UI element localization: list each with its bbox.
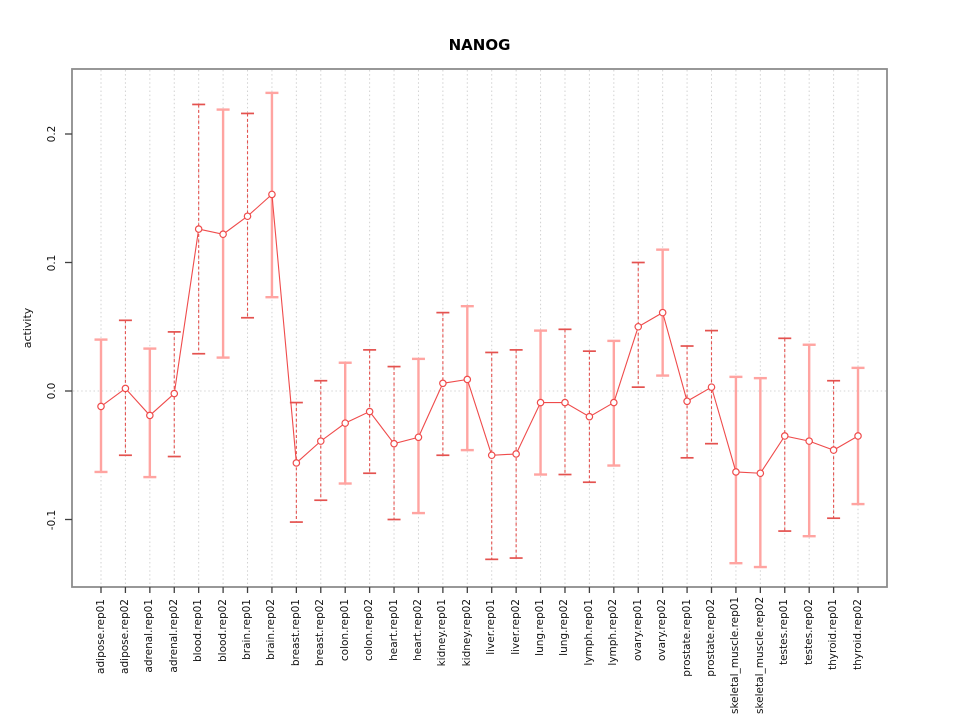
x-tick-label: blood.rep01 <box>192 599 205 663</box>
x-tick-label: adrenal.rep02 <box>167 599 180 673</box>
x-tick-label: lung.rep01 <box>534 599 547 656</box>
x-tick-label: testes.rep01 <box>778 599 791 666</box>
x-tick-label: prostate.rep01 <box>680 599 693 677</box>
x-tick-label: skeletal_muscle.rep01 <box>729 596 742 714</box>
x-tick-label: thyroid.rep01 <box>827 599 840 670</box>
x-tick-label: ovary.rep02 <box>656 599 669 662</box>
y-tick-label: 0.0 <box>46 382 58 400</box>
x-tick-label: liver.rep01 <box>485 599 498 655</box>
x-tick-label: heart.rep02 <box>411 599 424 661</box>
x-tick-label: colon.rep02 <box>363 599 376 662</box>
error-bars <box>94 91 865 569</box>
x-tick-label: lymph.rep01 <box>582 599 595 666</box>
chart-title: NANOG <box>448 36 511 54</box>
x-tick-label: breast.rep02 <box>314 599 327 667</box>
y-tick-label: -0.1 <box>46 509 58 530</box>
gridlines <box>100 70 859 586</box>
x-tick-label: brain.rep01 <box>241 599 254 660</box>
x-tick-label: heart.rep01 <box>387 599 400 661</box>
x-tick-label: lung.rep02 <box>558 599 571 656</box>
plot-box <box>71 68 888 588</box>
x-tick-label: testes.rep02 <box>802 599 815 666</box>
x-tick-label: liver.rep02 <box>509 599 522 655</box>
x-tick-label: adrenal.rep01 <box>143 599 156 673</box>
x-tick-label: kidney.rep02 <box>460 599 473 667</box>
y-tick-label: 0.1 <box>46 254 58 271</box>
x-tick-label: breast.rep01 <box>289 599 302 667</box>
x-tick-label: blood.rep02 <box>216 599 229 663</box>
x-tick-label: kidney.rep01 <box>436 599 449 667</box>
x-tick-label: skeletal_muscle.rep02 <box>753 596 766 714</box>
x-tick-label: adipose.rep01 <box>94 599 107 674</box>
y-tick-label: 0.2 <box>46 125 58 143</box>
x-tick-label: lymph.rep02 <box>607 599 620 666</box>
x-tick-label: colon.rep01 <box>338 599 351 662</box>
x-tick-label: thyroid.rep02 <box>851 599 864 670</box>
data-points <box>97 190 862 478</box>
x-tick-label: adipose.rep02 <box>118 599 131 674</box>
axis-ticks <box>65 133 859 593</box>
data-line <box>100 193 859 474</box>
x-tick-label: ovary.rep01 <box>631 599 644 662</box>
x-tick-label: prostate.rep02 <box>705 599 717 677</box>
x-tick-label: brain.rep02 <box>265 599 278 660</box>
